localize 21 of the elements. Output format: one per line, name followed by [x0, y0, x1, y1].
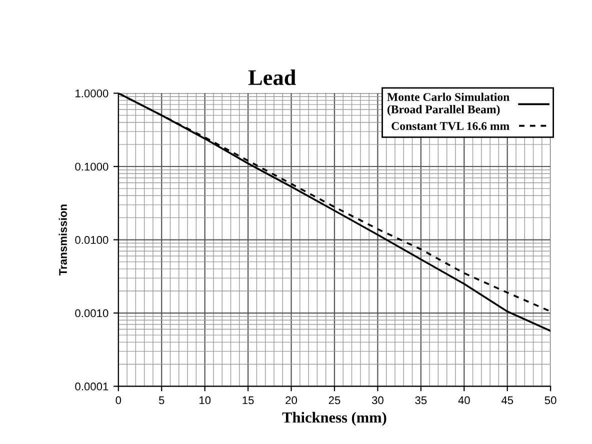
legend-label: Monte Carlo Simulation (Broad Parallel Beam) — [387, 92, 510, 116]
x-tick-label: 15 — [242, 396, 254, 404]
chart-title: Lead — [248, 69, 296, 86]
x-axis-title: Thickness (mm) — [282, 412, 386, 426]
x-tick-label: 30 — [372, 396, 384, 404]
x-tick-label: 50 — [544, 396, 556, 404]
x-tick-label: 25 — [328, 396, 340, 404]
legend-label: Constant TVL 16.6 mm — [392, 122, 510, 130]
x-tick-label: 10 — [200, 396, 211, 404]
y-tick-label: 0.0100 — [75, 236, 108, 244]
x-tick-label: 5 — [158, 396, 164, 404]
y-tick-label: 0.0001 — [75, 382, 108, 390]
x-tick-label: 35 — [415, 396, 427, 404]
y-tick-label: 1.0000 — [76, 90, 108, 98]
y-tick-label: 0.0010 — [75, 309, 108, 318]
x-tick-label: 20 — [286, 396, 298, 404]
x-tick-label: 40 — [458, 396, 470, 404]
x-tick-label: 45 — [501, 396, 514, 404]
x-tick-label: 0 — [116, 396, 122, 404]
y-axis-title: Transmission — [58, 204, 67, 276]
y-tick-label: 0.1000 — [75, 162, 108, 171]
